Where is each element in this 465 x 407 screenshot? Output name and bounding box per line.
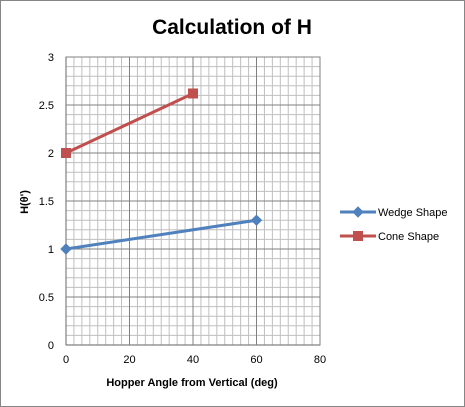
plot-border (65, 56, 321, 346)
x-tick-label: 40 (187, 354, 199, 366)
series-line (65, 92, 194, 155)
legend-item-cone-shape: Cone Shape (340, 231, 439, 243)
data-point (250, 214, 263, 226)
series-cone-shape (61, 88, 198, 158)
chart-title: Calculation of H (152, 16, 312, 39)
y-tick-label: 2 (48, 148, 54, 160)
axes (65, 56, 321, 346)
legend: Wedge Shape Cone Shape (340, 206, 448, 243)
y-tick-labels: 0 0.5 1 1.5 2 2.5 3 (39, 52, 54, 352)
x-tick-label: 80 (314, 354, 326, 366)
series-layer (60, 88, 263, 255)
x-tick-label: 60 (250, 354, 262, 366)
legend-label: Cone Shape (378, 231, 439, 243)
series-wedge-shape (60, 214, 263, 255)
legend-label: Wedge Shape (378, 207, 448, 219)
y-tick-label: 3 (48, 52, 54, 64)
y-tick-label: 1 (48, 244, 54, 256)
legend-item-wedge-shape: Wedge Shape (340, 206, 448, 219)
x-tick-labels: 0 20 40 60 80 (63, 354, 326, 366)
legend-marker (353, 231, 363, 241)
y-tick-label: 0.5 (39, 292, 54, 304)
y-axis-title: H(θ') (19, 190, 31, 214)
x-tick-label: 20 (123, 354, 135, 366)
data-point (61, 148, 71, 158)
legend-marker (352, 206, 364, 218)
data-point (60, 243, 72, 255)
y-tick-label: 0 (48, 340, 54, 352)
series-line (65, 218, 257, 251)
x-axis-title: Hopper Angle from Vertical (deg) (106, 377, 278, 389)
y-tick-label: 1.5 (39, 196, 54, 208)
data-point (188, 88, 198, 99)
x-tick-label: 0 (63, 354, 69, 366)
y-tick-label: 2.5 (39, 100, 54, 112)
